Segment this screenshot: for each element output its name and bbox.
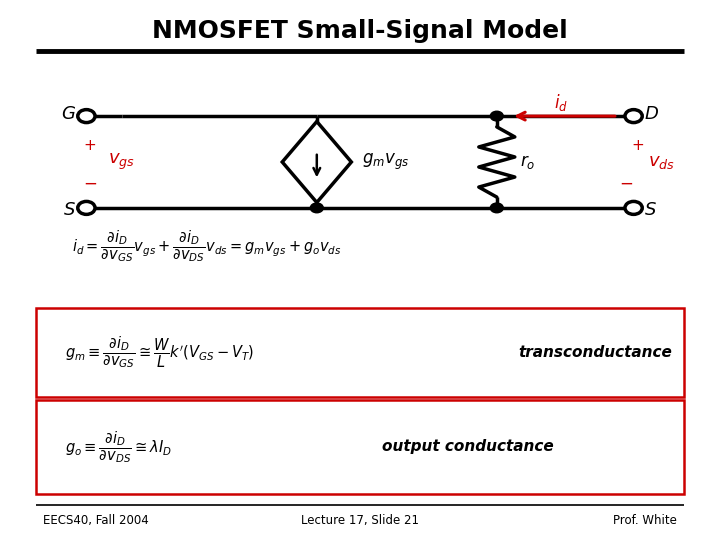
Text: $\mathit{r_o}$: $\mathit{r_o}$ (520, 153, 535, 171)
Text: $g_o \equiv \dfrac{\partial i_D}{\partial v_{DS}} \cong \lambda I_D$: $g_o \equiv \dfrac{\partial i_D}{\partia… (65, 429, 172, 465)
Circle shape (490, 203, 503, 213)
Text: $\mathit{D}$: $\mathit{D}$ (644, 105, 660, 124)
Circle shape (490, 111, 503, 121)
Text: $-$: $-$ (83, 173, 97, 192)
Text: $i_d = \dfrac{\partial i_D}{\partial v_{GS}} v_{gs} + \dfrac{\partial i_D}{\part: $i_d = \dfrac{\partial i_D}{\partial v_{… (72, 228, 341, 264)
Text: $\mathit{g_m v_{gs}}$: $\mathit{g_m v_{gs}}$ (362, 152, 410, 172)
Text: Prof. White: Prof. White (613, 514, 677, 526)
Text: transconductance: transconductance (518, 345, 672, 360)
Text: NMOSFET Small-Signal Model: NMOSFET Small-Signal Model (152, 19, 568, 43)
Text: $\mathit{v_{ds}}$: $\mathit{v_{ds}}$ (648, 153, 675, 171)
Text: EECS40, Fall 2004: EECS40, Fall 2004 (43, 514, 149, 526)
Text: $g_m \equiv \dfrac{\partial i_D}{\partial v_{GS}} \cong \dfrac{W}{L} k^{\prime}(: $g_m \equiv \dfrac{\partial i_D}{\partia… (65, 334, 254, 370)
Text: $\mathit{S}$: $\mathit{S}$ (63, 200, 76, 219)
FancyBboxPatch shape (36, 308, 684, 397)
Circle shape (310, 203, 323, 213)
Text: $+$: $+$ (631, 138, 644, 153)
Text: $\mathit{G}$: $\mathit{G}$ (60, 105, 76, 124)
Text: Lecture 17, Slide 21: Lecture 17, Slide 21 (301, 514, 419, 526)
Text: $\mathit{S}$: $\mathit{S}$ (644, 200, 657, 219)
FancyBboxPatch shape (36, 400, 684, 494)
Text: $+$: $+$ (84, 138, 96, 153)
Text: $-$: $-$ (619, 173, 634, 192)
Text: output conductance: output conductance (382, 440, 554, 454)
Text: $\mathit{v_{gs}}$: $\mathit{v_{gs}}$ (108, 152, 135, 172)
Text: $\mathit{i_d}$: $\mathit{i_d}$ (554, 92, 568, 113)
